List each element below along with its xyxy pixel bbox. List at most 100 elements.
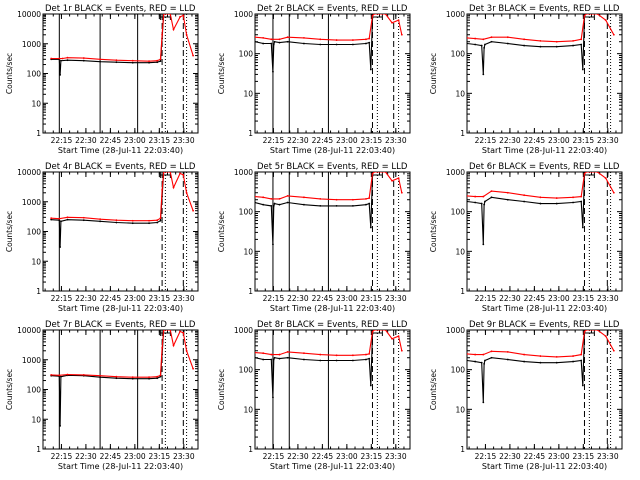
series-point (115, 59, 118, 62)
x-tick-label: 23:15 (361, 452, 383, 461)
x-tick-label: 22:15 (475, 452, 497, 461)
series-point (303, 42, 305, 45)
series-point (303, 203, 305, 206)
series-point (286, 40, 289, 43)
x-tick-label: 22:30 (75, 136, 97, 145)
series-point (539, 39, 542, 42)
series-point (335, 354, 338, 357)
plot-data (50, 330, 195, 449)
x-tick-label: 23:30 (597, 294, 619, 303)
series-point (262, 358, 265, 361)
series-point (555, 40, 558, 43)
y-tick-label: 100 (27, 386, 42, 395)
series-point (278, 38, 281, 41)
series-point (172, 28, 175, 31)
series-point (490, 190, 493, 192)
y-tick-label: 1 (36, 129, 41, 138)
series-point (335, 39, 338, 41)
series-point (581, 68, 584, 71)
series-point (368, 202, 371, 205)
series-line-lld (51, 14, 194, 62)
plot-frame (42, 329, 199, 450)
series-point (365, 197, 367, 200)
y-axis-label: Counts/sec (429, 53, 438, 94)
series-point (82, 59, 85, 62)
y-tick-label: 10 (243, 405, 253, 414)
chart-panel-9: Det 9r BLACK = Events, RED = LLD 1 10 100 10… (429, 320, 623, 471)
series-point (539, 45, 542, 48)
y-tick-label: 10 (243, 89, 253, 98)
series-point (50, 217, 53, 220)
series-point (604, 335, 607, 338)
series-point (480, 361, 483, 364)
y-tick-label: 1000 (446, 10, 465, 19)
x-tick-label: 22:45 (100, 136, 122, 145)
y-tick-label: 10 (243, 247, 253, 256)
series-point (365, 353, 367, 356)
series-point (368, 357, 371, 360)
series-point (572, 196, 574, 199)
series-point (179, 172, 181, 175)
series-point (523, 44, 526, 47)
series-point (192, 54, 195, 57)
series-point (580, 200, 583, 203)
x-tick-label: 23:30 (173, 136, 195, 145)
series-point (162, 172, 165, 173)
series-line-events (51, 172, 165, 248)
series-point (572, 201, 574, 204)
chart-panel-1: Det 1r BLACK = Events, RED = LLD 1 10 100 10… (5, 4, 199, 155)
series-point (159, 60, 162, 63)
x-tick-label: 22:30 (287, 136, 309, 145)
x-tick-label: 22:30 (287, 294, 309, 303)
x-axis-label: Start Time (28-Jul-11 22:03:40) (482, 462, 607, 471)
series-point (474, 360, 477, 363)
x-tick-label: 23:30 (173, 452, 195, 461)
series-point (156, 221, 159, 224)
series-point (612, 33, 615, 36)
plot-data (50, 172, 195, 291)
series-point (115, 377, 118, 380)
series-point (66, 218, 69, 221)
y-tick-label: 100 (451, 50, 466, 59)
series-point (581, 384, 584, 387)
y-tick-label: 100 (451, 208, 466, 217)
y-tick-label: 100 (27, 228, 42, 237)
series-point (371, 14, 374, 17)
y-tick-label: 10000 (17, 10, 41, 19)
y-tick-label: 100 (239, 208, 254, 217)
x-tick-label: 22:15 (51, 136, 73, 145)
plot-data (467, 172, 615, 291)
x-tick-label: 23:00 (124, 294, 146, 303)
series-point (61, 57, 64, 60)
series-point (270, 42, 273, 45)
x-tick-label: 23:00 (548, 452, 570, 461)
series-point (148, 376, 150, 379)
y-tick-label: 1000 (234, 10, 253, 19)
series-point (371, 330, 374, 333)
series-point (384, 172, 387, 173)
series-point (278, 203, 281, 206)
series-point (474, 201, 477, 204)
series-point (262, 42, 265, 45)
series-point (397, 335, 400, 338)
series-point (482, 73, 485, 76)
series-point (596, 172, 599, 173)
series-point (156, 377, 159, 380)
series-point (82, 219, 85, 222)
y-tick-label: 100 (239, 366, 254, 375)
series-point (467, 359, 468, 362)
x-tick-label: 23:30 (597, 452, 619, 461)
x-tick-label: 23:15 (361, 294, 383, 303)
y-tick-label: 1000 (22, 356, 41, 365)
series-point (319, 197, 322, 200)
series-point (474, 353, 477, 356)
y-tick-label: 1 (460, 287, 465, 296)
series-point (66, 373, 69, 376)
series-line-lld (467, 14, 615, 43)
plot-frame (254, 329, 411, 450)
chart-title: Det 6r BLACK = Events, RED = LLD (469, 162, 620, 172)
series-point (255, 36, 256, 39)
series-point (555, 197, 558, 199)
series-point (131, 222, 134, 225)
